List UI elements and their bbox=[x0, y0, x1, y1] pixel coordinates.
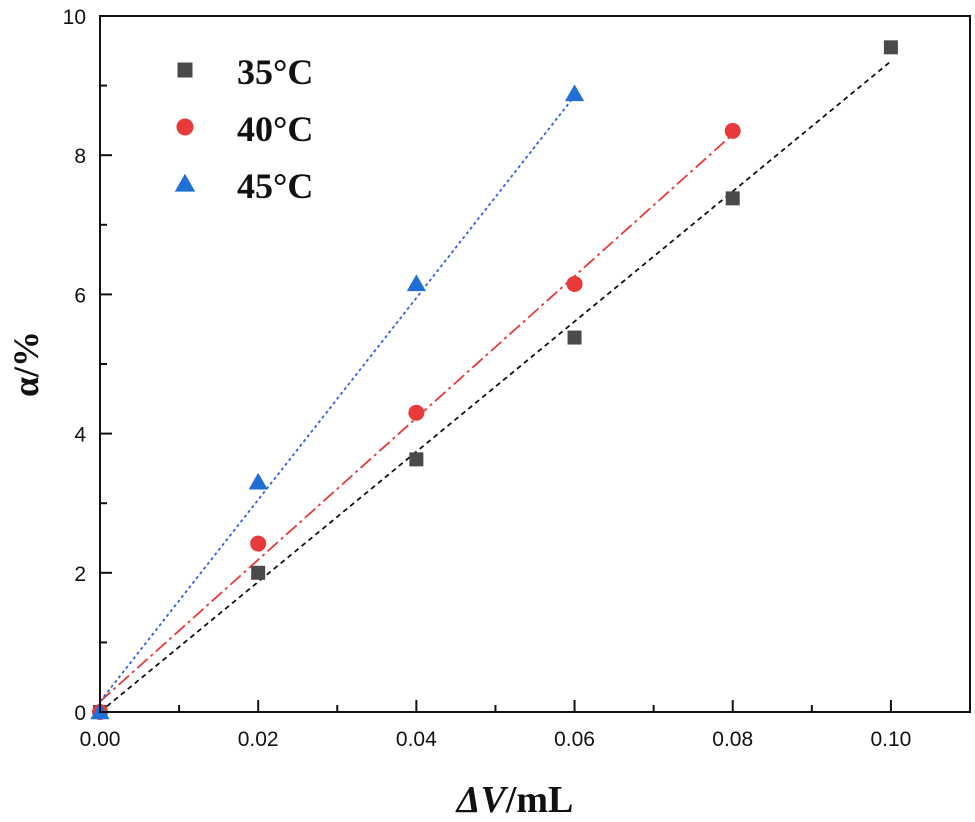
fit-line-1 bbox=[99, 133, 734, 703]
legend-marker-triangle bbox=[174, 173, 196, 192]
plot-frame bbox=[99, 15, 971, 713]
data-point-triangle bbox=[564, 84, 585, 102]
x-axis-title-italic: ΔV bbox=[455, 779, 509, 821]
data-point-circle bbox=[724, 122, 741, 139]
y-tick-label: 2 bbox=[74, 563, 86, 586]
y-tick-label: 8 bbox=[74, 145, 86, 168]
data-markers bbox=[90, 40, 898, 720]
x-axis-title-rest: /mL bbox=[505, 779, 574, 821]
fit-line-0 bbox=[99, 60, 892, 713]
y-tick-label: 6 bbox=[74, 284, 86, 307]
y-tick-label: 10 bbox=[63, 6, 86, 29]
x-tick-label: 0.10 bbox=[870, 728, 911, 751]
data-point-circle bbox=[408, 404, 425, 421]
y-tick-label: 0 bbox=[74, 702, 86, 725]
legend-marker-circle bbox=[176, 118, 194, 136]
y-tick-label: 4 bbox=[74, 424, 86, 447]
x-tick-label: 0.02 bbox=[238, 728, 279, 751]
legend-marker-square bbox=[177, 62, 193, 78]
legend-label: 45°C bbox=[237, 166, 313, 206]
data-point-square bbox=[883, 40, 898, 55]
axis-ticks: 0.00 0.02 0.04 0.06 0.08 0.10 0 2 4 6 8 10 bbox=[63, 6, 912, 751]
x-tick-label: 0.06 bbox=[554, 728, 595, 751]
fit-lines bbox=[99, 60, 892, 713]
legend-label: 40°C bbox=[237, 109, 313, 149]
data-point-square bbox=[251, 565, 266, 580]
fit-line-2 bbox=[99, 95, 576, 703]
data-point-square bbox=[409, 452, 424, 467]
data-point-circle bbox=[566, 275, 583, 292]
data-point-square bbox=[567, 330, 582, 345]
y-axis-title: α/% bbox=[6, 331, 46, 397]
data-point-square bbox=[725, 191, 740, 206]
legend: 35°C 40°C 45°C bbox=[174, 52, 313, 206]
x-tick-label: 0.04 bbox=[396, 728, 437, 751]
data-point-circle bbox=[250, 535, 267, 552]
data-point-triangle bbox=[248, 472, 268, 490]
x-tick-label: 0.00 bbox=[80, 728, 121, 751]
legend-label: 35°C bbox=[237, 52, 313, 92]
x-axis-title: ΔV/mL bbox=[455, 779, 574, 821]
data-point-triangle bbox=[406, 274, 426, 292]
x-tick-label: 0.08 bbox=[712, 728, 753, 751]
